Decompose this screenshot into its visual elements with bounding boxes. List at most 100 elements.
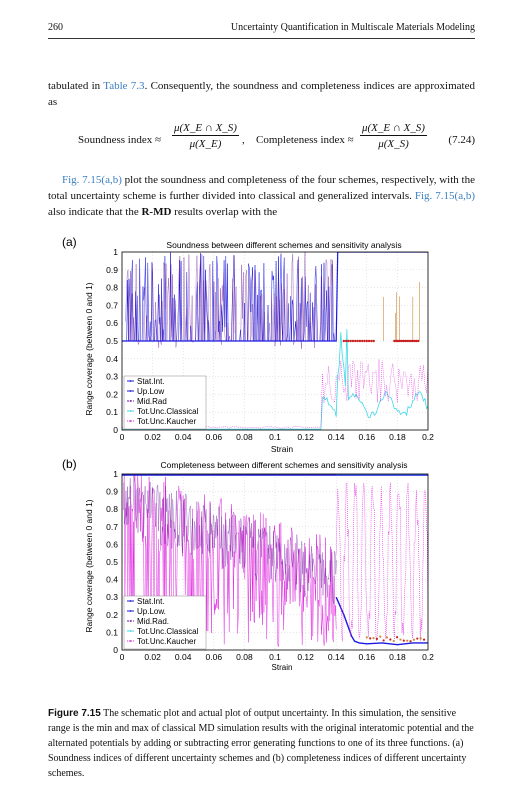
soundness-fraction: μ(X_E ∩ X_S) μ(X_E) — [172, 122, 239, 150]
paragraph-1-post: . Consequently, the soundness and comple… — [48, 80, 475, 108]
panel-b-title: Completeness between different schemes a… — [161, 460, 408, 470]
legend-entry: Stat.Int. — [137, 377, 165, 386]
y-tick-label: 0.5 — [106, 557, 118, 567]
red-marker — [407, 339, 411, 343]
red-marker — [351, 339, 355, 343]
red-marker — [389, 638, 392, 641]
caption-text: The schematic plot and actual plot of ou… — [48, 708, 474, 779]
y-tick-label: 0.3 — [106, 592, 118, 602]
completeness-fraction: μ(X_E ∩ X_S) μ(X_S) — [360, 122, 427, 150]
completeness-denominator: μ(X_S) — [378, 138, 409, 150]
y-tick-label: 0.6 — [106, 318, 118, 328]
x-tick-label: 0.04 — [175, 432, 192, 442]
soundness-denominator: μ(X_E) — [189, 138, 222, 150]
running-title: Uncertainty Quantification in Multiscale… — [230, 22, 475, 33]
panel-a-title: Soundness between different schemes and … — [166, 240, 401, 250]
red-marker — [406, 639, 409, 642]
table-link[interactable]: Table 7.3 — [103, 80, 145, 92]
red-marker — [416, 637, 419, 640]
y-tick-label: 0.7 — [106, 300, 118, 310]
red-marker — [396, 339, 400, 343]
red-marker — [342, 339, 346, 343]
legend-entry: Tot.Unc.Kaucher — [137, 637, 196, 646]
legend-box — [123, 595, 207, 650]
legend-marker — [129, 630, 132, 632]
caption-label: Figure 7.15 — [48, 708, 101, 719]
legend-marker — [129, 380, 132, 382]
legend-entry: Tot.Unc.Classical — [137, 407, 199, 416]
panel-b-label: (b) — [62, 457, 77, 471]
panel-b-ylabel: Range coverage (between 0 and 1) — [84, 499, 94, 632]
legend-marker — [129, 410, 132, 412]
red-marker — [375, 637, 378, 640]
paragraph-2-text-1: plot the soundness and completeness of t… — [48, 174, 475, 202]
y-tick-label: 0.7 — [106, 522, 118, 532]
y-tick-label: 0.9 — [106, 265, 118, 275]
red-marker — [347, 339, 350, 343]
red-marker — [415, 339, 418, 343]
paragraph-1: tabulated in Table 7.3. Consequently, th… — [48, 78, 475, 110]
red-marker — [412, 638, 416, 641]
legend-box — [123, 375, 207, 430]
plot-area — [122, 252, 428, 430]
equation-number: (7.24) — [448, 134, 475, 146]
panel-a-label: (a) — [62, 235, 77, 249]
figure-link-1[interactable]: Fig. 7.15(a,b) — [62, 174, 122, 186]
x-tick-label: 0.02 — [144, 432, 161, 442]
panel-b-xlabel: Strain — [272, 663, 293, 672]
rmd-bold: R-MD — [141, 206, 172, 218]
legend-entry: Up.Low. — [137, 607, 166, 616]
x-tick-label: 0 — [120, 432, 125, 442]
red-marker — [382, 639, 385, 642]
y-tick-label: 0.6 — [106, 539, 118, 549]
x-tick-label: 0.04 — [175, 652, 192, 662]
red-marker — [398, 339, 402, 343]
paragraph-2: Fig. 7.15(a,b) plot the soundness and co… — [48, 172, 475, 220]
x-tick-label: 0.12 — [297, 652, 314, 662]
x-tick-label: 0.2 — [422, 652, 434, 662]
legend-entry: Mid.Rad. — [137, 617, 169, 626]
red-marker — [379, 635, 382, 638]
legend-entry: Tot.Unc.Kaucher — [137, 417, 196, 426]
legend-marker — [129, 390, 132, 392]
x-tick-label: 0.06 — [206, 652, 223, 662]
series-tot-unc-kaucher-tail — [335, 482, 428, 642]
x-tick-label: 0.1 — [269, 652, 281, 662]
red-marker — [409, 640, 412, 643]
axes-box — [121, 473, 429, 651]
x-tick-label: 0.16 — [359, 652, 376, 662]
red-marker — [422, 638, 426, 641]
x-tick-label: 0.06 — [206, 432, 223, 442]
y-tick-label: 0.8 — [106, 504, 118, 514]
red-marker — [369, 637, 372, 640]
x-tick-label: 0.08 — [236, 652, 253, 662]
red-marker — [393, 339, 396, 343]
legend-marker — [129, 640, 132, 642]
x-tick-label: 0.16 — [359, 432, 376, 442]
red-marker — [400, 339, 403, 343]
y-tick-label: 0.8 — [106, 283, 118, 293]
equation-comma: , — [242, 134, 245, 146]
figure-panel-b: (b) Completeness between different schem… — [62, 456, 462, 683]
paragraph-2-text-2: also indicate that the — [48, 206, 142, 218]
red-marker — [354, 339, 357, 343]
panel-a-ylabel: Range coverage (between 0 and 1) — [84, 282, 94, 415]
red-marker — [349, 339, 352, 343]
completeness-numerator: μ(X_E ∩ X_S) — [360, 122, 427, 136]
x-tick-label: 0.14 — [328, 432, 345, 442]
soundness-numerator: μ(X_E ∩ X_S) — [172, 122, 239, 136]
legend-marker — [129, 600, 132, 602]
y-tick-label: 0.5 — [106, 336, 118, 346]
figure-caption: Figure 7.15 The schematic plot and actua… — [48, 706, 475, 781]
x-tick-label: 0.18 — [389, 432, 406, 442]
header-rule — [48, 38, 475, 39]
red-marker — [417, 339, 420, 343]
red-marker — [365, 636, 368, 639]
figure-link-2[interactable]: Fig. 7.15(a,b) — [414, 190, 475, 202]
legend-entry: Tot.Unc.Classical — [137, 627, 199, 636]
y-tick-label: 0.2 — [106, 610, 118, 620]
y-tick-label: 0 — [113, 645, 118, 655]
y-tick-label: 0 — [113, 425, 118, 435]
x-tick-label: 0.2 — [422, 432, 434, 442]
red-marker — [404, 339, 407, 343]
